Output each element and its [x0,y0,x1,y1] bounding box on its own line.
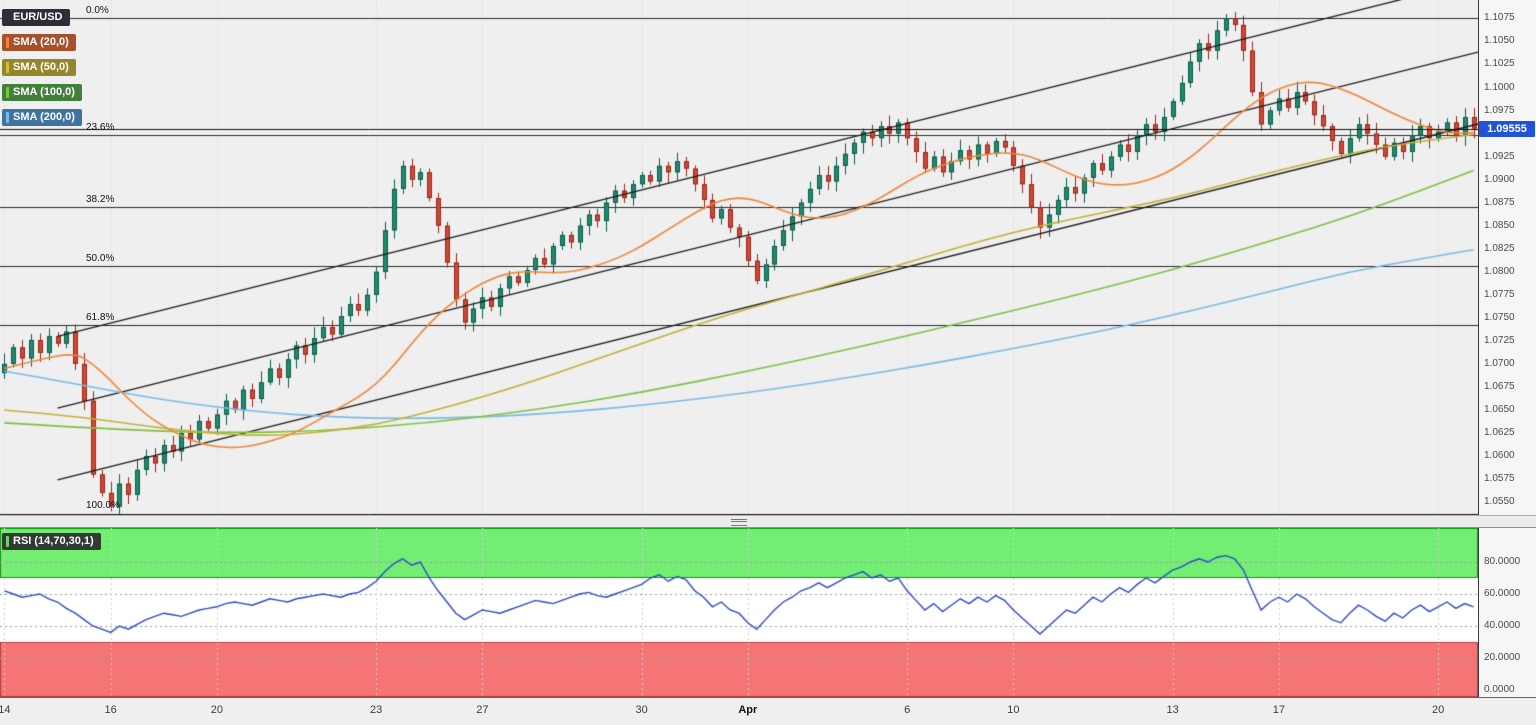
rsi-pane: RSI (14,70,30,1) 80.0000 60.0000 40.0000 20… [0,528,1536,697]
price-axis-tick: 1.0925 [1484,150,1515,162]
time-axis-tick: 27 [476,704,489,716]
time-axis-tick: 14 [0,704,11,716]
price-axis-tick: 1.1000 [1484,81,1515,93]
price-axis-tick: 1.1075 [1484,12,1515,24]
fib-level-label: 50.0% [86,253,115,265]
legend-label: EUR/USD [13,11,63,23]
price-axis-tick: 1.0775 [1484,288,1515,300]
rsi-axis: 80.0000 60.0000 40.0000 20.0000 0.0000 [1478,528,1536,697]
price-axis-tick: 1.0850 [1484,219,1515,231]
price-axis-tick: 1.0975 [1484,104,1515,116]
time-axis-tick: 17 [1272,704,1285,716]
legend-item-sma50[interactable]: SMA (50,0) [2,59,76,76]
rsi-axis-tick: 40.0000 [1484,620,1521,631]
fib-level-label: 0.0% [86,4,109,16]
rsi-axis-tick: 80.0000 [1484,556,1521,567]
price-axis-tick: 1.0675 [1484,380,1515,392]
legend-label: SMA (200,0) [13,111,75,123]
rsi-axis-tick: 0.0000 [1484,684,1515,695]
eurusd-swatch [6,12,9,23]
price-axis-tick: 1.0900 [1484,173,1515,185]
last-price-value: 1.09555 [1487,122,1527,135]
rsi-legend-label: RSI (14,70,30,1) [13,535,94,547]
price-pane: EUR/USD SMA (20,0) SMA (50,0) SMA (100,0… [0,0,1536,515]
time-axis-tick: 6 [904,704,911,716]
fib-level-label: 23.6% [86,121,115,133]
sma50-line-swatch [6,62,9,73]
price-axis-tick: 1.1050 [1484,35,1515,47]
time-axis[interactable]: 14 16 20 23 27 30 Apr 6 10 13 17 20 [0,697,1536,725]
legend-label: SMA (100,0) [13,86,75,98]
rsi-axis-tick: 20.0000 [1484,652,1521,663]
legend-item-eurusd[interactable]: EUR/USD [2,9,70,26]
time-axis-tick: 23 [370,704,383,716]
price-axis-tick: 1.0600 [1484,450,1515,462]
rsi-axis-tick: 60.0000 [1484,588,1521,599]
rsi-line-swatch [6,536,9,547]
time-axis-tick: 20 [1432,704,1445,716]
price-axis-tick: 1.1025 [1484,58,1515,70]
price-chart-canvas[interactable] [0,0,1478,515]
price-axis-tick: 1.0625 [1484,427,1515,438]
rsi-chart-canvas[interactable] [0,528,1478,697]
legend-item-sma200[interactable]: SMA (200,0) [2,109,82,126]
price-axis-tick: 1.0750 [1484,311,1515,323]
time-axis-tick: Apr [738,704,758,716]
panel-separator [0,515,1536,528]
time-axis-tick: 16 [104,704,117,716]
legend-label: SMA (50,0) [13,61,69,73]
time-axis-tick: 13 [1166,704,1179,716]
price-axis-tick: 1.0800 [1484,265,1515,277]
indicator-legend: EUR/USD SMA (20,0) SMA (50,0) SMA (100,0… [2,9,82,134]
separator-drag-handle[interactable] [731,519,747,526]
sma20-line-swatch [6,37,9,48]
rsi-legend-badge[interactable]: RSI (14,70,30,1) [2,533,101,550]
legend-item-sma20[interactable]: SMA (20,0) [2,34,76,51]
price-axis-tick: 1.0575 [1484,473,1515,485]
legend-item-sma100[interactable]: SMA (100,0) [2,84,82,101]
price-axis-tick: 1.0825 [1484,242,1515,254]
price-axis-tick: 1.0650 [1484,403,1515,415]
time-axis-tick: 10 [1007,704,1020,716]
fib-level-label: 38.2% [86,194,115,206]
sma100-line-swatch [6,87,9,98]
legend-label: SMA (20,0) [13,36,69,48]
last-price-badge: 1.09555 [1479,120,1535,137]
time-axis-tick: 20 [210,704,223,716]
price-axis[interactable]: 1.1075 1.1050 1.1025 1.1000 1.0975 1.0925 1.09… [1478,0,1536,515]
fib-level-label: 100.0% [86,500,120,511]
time-axis-tick: 30 [635,704,648,716]
price-axis-tick: 1.0700 [1484,357,1515,369]
price-axis-tick: 1.0550 [1484,496,1515,508]
price-axis-tick: 1.0875 [1484,196,1515,208]
sma200-line-swatch [6,112,9,123]
fib-level-label: 61.8% [86,312,115,324]
price-axis-tick: 1.0725 [1484,334,1515,346]
